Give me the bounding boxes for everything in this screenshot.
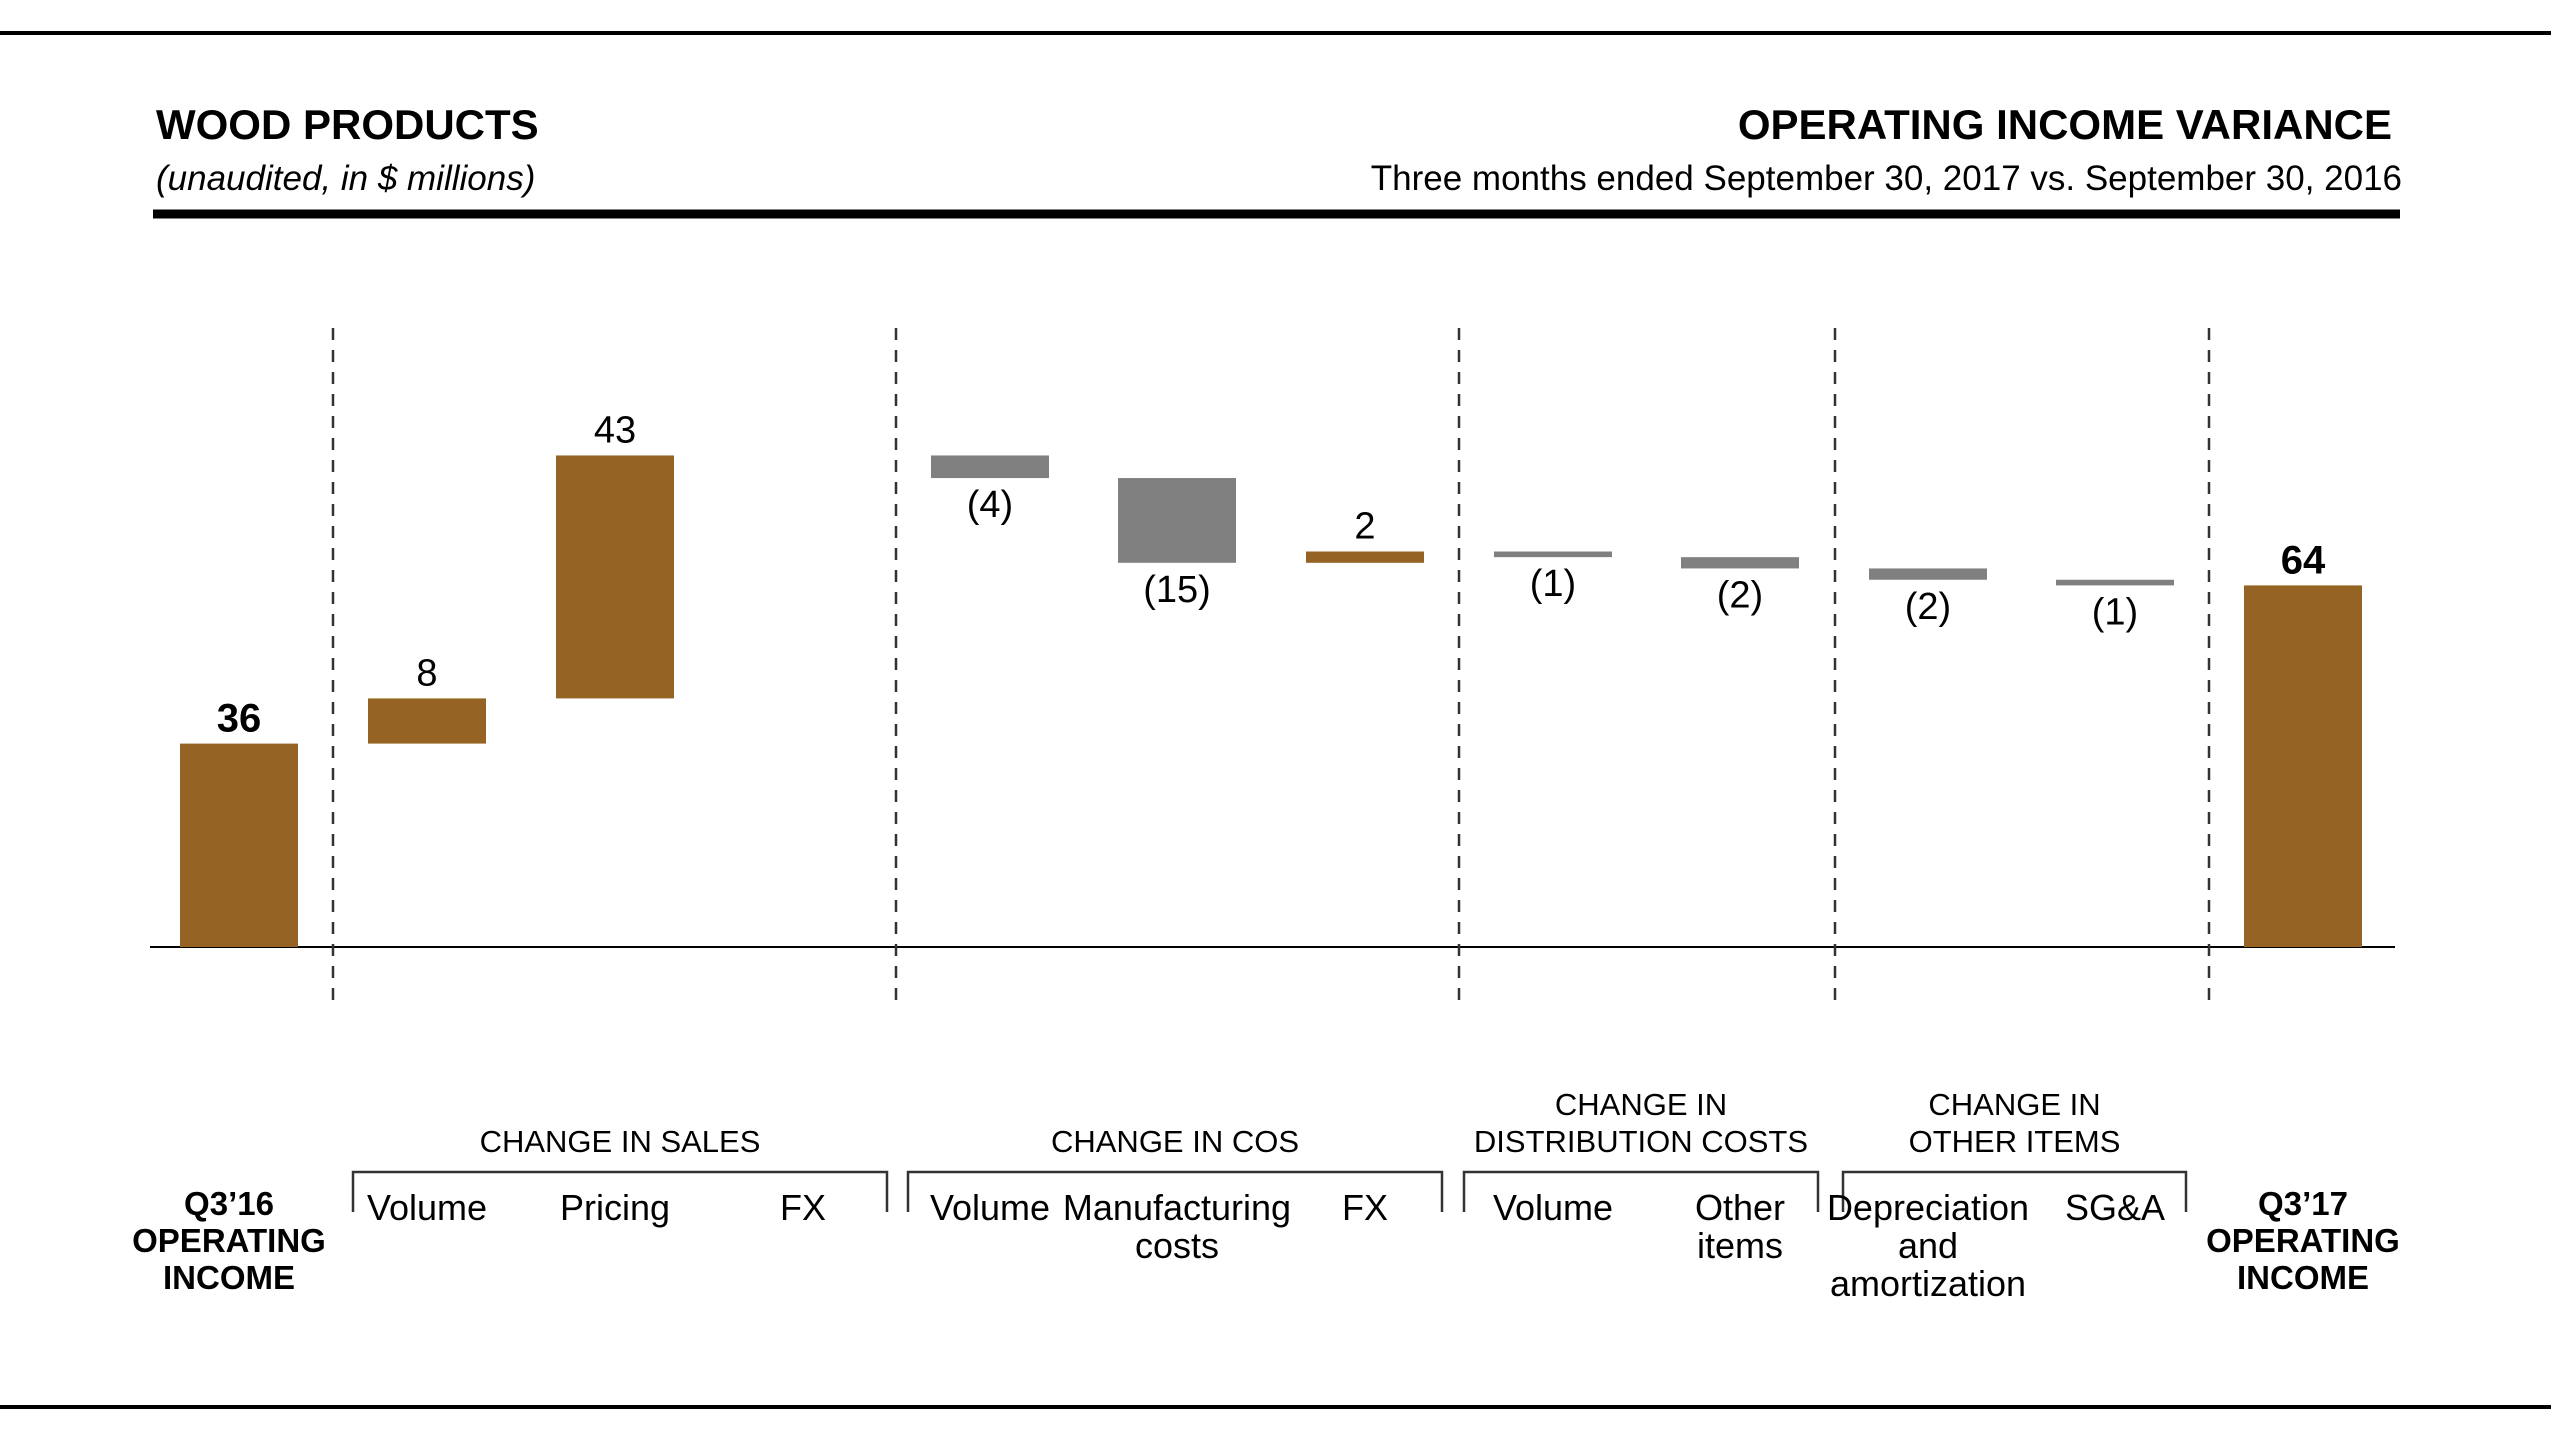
- bar-step: [1494, 551, 1612, 558]
- group-bracket: [1841, 1170, 2188, 1212]
- value-label-step: 43: [594, 409, 636, 451]
- group-brackets-layer: CHANGE IN SALES CHANGE IN COS CHANGE IN DIS…: [351, 1087, 2188, 1212]
- group-title: CHANGE IN COS: [1051, 1124, 1299, 1159]
- value-label-step: (4): [967, 484, 1013, 526]
- bar-step: [1681, 557, 1799, 569]
- bar-start: [180, 743, 298, 947]
- bar-end: [2244, 585, 2362, 947]
- value-label-end: 64: [2281, 538, 2326, 582]
- category-label-step: Manufacturing costs: [1063, 1187, 1291, 1266]
- value-labels-layer: 36 8 43 (4) (15) 2 (1) (2) (2) (1) 64: [217, 409, 2326, 740]
- group-bracket: [1462, 1170, 1820, 1212]
- category-label-step: Depreciation and amortization: [1827, 1187, 2029, 1304]
- header-right-subtitle: Three months ended September 30, 2017 vs…: [1371, 159, 2402, 198]
- category-label-end: Q3’17 OPERATING INCOME: [2206, 1185, 2400, 1296]
- category-label-step: Volume: [930, 1187, 1050, 1228]
- category-label-step: Pricing: [560, 1187, 670, 1228]
- group-title: CHANGE IN DISTRIBUTION COSTS: [1474, 1087, 1808, 1159]
- bar-step: [1306, 551, 1424, 563]
- category-label-step: Other items: [1695, 1187, 1785, 1266]
- value-label-step: 2: [1354, 506, 1375, 548]
- category-label-step: FX: [780, 1187, 826, 1228]
- header-right-title: OPERATING INCOME VARIANCE: [1738, 101, 2392, 148]
- group-title: CHANGE IN SALES: [480, 1124, 761, 1159]
- value-label-step: 8: [416, 652, 437, 694]
- group-title: CHANGE IN OTHER ITEMS: [1909, 1087, 2121, 1159]
- group-bracket: [906, 1170, 1444, 1212]
- category-labels-layer: Q3’16 OPERATING INCOME Volume Pricing FX Volum…: [132, 1185, 2400, 1304]
- group-bracket: [351, 1170, 889, 1212]
- bar-step: [368, 698, 486, 744]
- header-left-title: WOOD PRODUCTS: [156, 101, 539, 148]
- group-separators: [331, 328, 2211, 1005]
- value-label-start: 36: [217, 697, 262, 741]
- bar-step: [1118, 478, 1236, 563]
- bar-step: [1869, 568, 1987, 580]
- value-label-step: (1): [2092, 591, 2138, 633]
- category-label-step: FX: [1342, 1187, 1388, 1228]
- value-label-step: (2): [1717, 574, 1763, 616]
- value-label-step: (1): [1530, 563, 1576, 605]
- value-label-step: (15): [1143, 569, 1211, 611]
- category-label-step: SG&A: [2065, 1187, 2165, 1228]
- value-label-step: (2): [1905, 586, 1951, 628]
- bar-step: [556, 455, 674, 699]
- bar-step: [931, 455, 1049, 479]
- bars-layer: [180, 455, 2362, 947]
- header-left-subtitle: (unaudited, in $ millions): [156, 159, 535, 198]
- category-label-start: Q3’16 OPERATING INCOME: [132, 1185, 326, 1296]
- bar-step: [2056, 579, 2174, 586]
- category-label-step: Volume: [367, 1187, 487, 1228]
- category-label-step: Volume: [1493, 1187, 1613, 1228]
